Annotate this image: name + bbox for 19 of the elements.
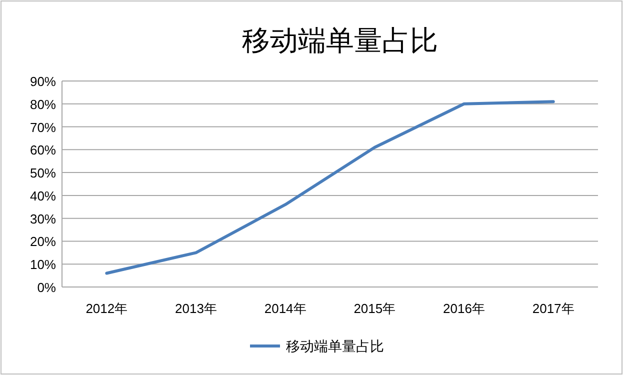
- y-tick-label: 10%: [30, 257, 56, 272]
- y-tick-label: 50%: [30, 166, 56, 181]
- y-tick-label: 0%: [37, 280, 56, 295]
- x-tick-label: 2012年: [86, 301, 128, 316]
- line-series: [105, 100, 555, 275]
- y-tick-label: 30%: [30, 211, 56, 226]
- x-tick-label: 2015年: [354, 301, 396, 316]
- legend-label: 移动端单量占比: [286, 338, 384, 354]
- y-tick-label: 70%: [30, 120, 56, 135]
- x-tick-label: 2017年: [532, 301, 574, 316]
- y-tick-label: 20%: [30, 234, 56, 250]
- x-tick-label: 2016年: [443, 301, 485, 316]
- x-tick-label: 2013年: [175, 301, 217, 316]
- y-tick-label: 90%: [30, 74, 56, 89]
- chart-title: 移动端单量占比: [242, 25, 438, 56]
- y-tick-label: 40%: [30, 188, 56, 204]
- x-tick-label: 2014年: [264, 301, 306, 316]
- y-tick-label: 80%: [30, 96, 56, 112]
- y-tick-label: 60%: [30, 142, 56, 158]
